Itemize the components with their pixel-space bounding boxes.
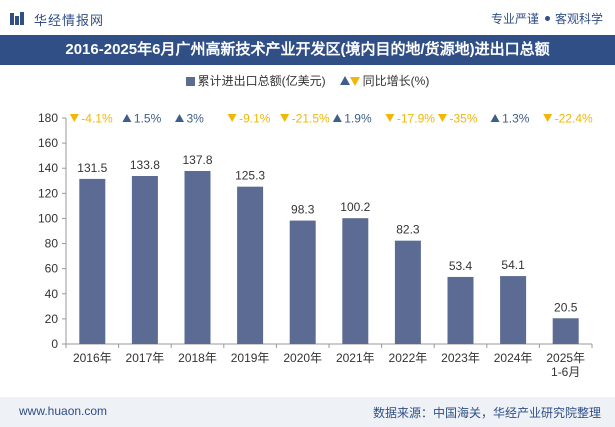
footer: www.huaon.com 数据来源：中国海关，华经产业研究院整理 xyxy=(0,397,615,427)
bar-value-label: 131.5 xyxy=(77,161,107,175)
growth-label: -9.1% xyxy=(239,112,271,126)
brand-logo-icon xyxy=(10,12,24,25)
x-tick-label: 1-6月 xyxy=(551,365,580,379)
bar-value-label: 82.3 xyxy=(396,223,420,237)
x-tick-label: 2022年 xyxy=(389,351,428,365)
bar xyxy=(552,318,579,344)
bar xyxy=(79,178,106,344)
x-tick-label: 2017年 xyxy=(126,351,165,365)
growth-label: -35% xyxy=(450,112,478,126)
y-tick-label: 20 xyxy=(45,312,59,326)
growth-label: -17.9% xyxy=(397,112,435,126)
bar-value-label: 137.8 xyxy=(182,153,212,167)
bar-value-label: 20.5 xyxy=(554,300,578,314)
x-tick-label: 2020年 xyxy=(283,351,322,365)
growth-up-triangle-icon xyxy=(122,114,132,122)
bar xyxy=(289,220,316,344)
bar-value-label: 125.3 xyxy=(235,169,265,183)
x-tick-label: 2016年 xyxy=(73,351,112,365)
brand-name: 华经情报网 xyxy=(34,13,105,28)
legend-bar-swatch-icon xyxy=(185,77,195,86)
bar xyxy=(184,170,211,344)
growth-label: 1.3% xyxy=(502,112,530,126)
y-tick-label: 80 xyxy=(45,237,59,251)
bar-value-label: 133.8 xyxy=(130,158,160,172)
x-tick-label: 2019年 xyxy=(231,351,270,365)
tagline-left: 专业严谨 xyxy=(490,12,539,26)
y-tick-label: 60 xyxy=(45,262,59,276)
y-tick-label: 180 xyxy=(38,111,58,125)
growth-label: -21.5% xyxy=(292,112,330,126)
y-tick-label: 120 xyxy=(38,186,58,200)
y-tick-label: 100 xyxy=(38,211,58,225)
x-tick-label: 2023年 xyxy=(441,351,480,365)
growth-label: 1.5% xyxy=(134,112,162,126)
growth-label: -22.4% xyxy=(555,112,593,126)
growth-label: 1.9% xyxy=(344,112,372,126)
legend-bar-label: 累计进出口总额(亿美元) xyxy=(197,74,326,88)
bar-chart: 0 20 40 60 80 100 120 140 160 180 131.5 2016年 -4.1% 1… xyxy=(38,111,593,379)
bar xyxy=(342,218,369,344)
tagline: 专业严谨 客观科学 xyxy=(491,10,603,27)
growth-up-triangle-icon xyxy=(175,114,184,122)
bar-value-label: 98.3 xyxy=(291,203,315,217)
tagline-right: 客观科学 xyxy=(554,12,603,26)
x-tick-label: 2018年 xyxy=(178,351,217,365)
bar xyxy=(131,176,158,344)
chart-legend: 累计进出口总额(亿美元) 同比增长(%) xyxy=(0,72,615,89)
growth-label: -4.1% xyxy=(81,112,113,126)
chart-title: 2016-2025年6月广州高新技术产业开发区(境内目的地/货源地)进出口总额 xyxy=(0,35,615,65)
bar xyxy=(500,276,527,344)
growth-down-triangle-icon xyxy=(438,114,447,122)
y-tick-label: 0 xyxy=(51,337,58,351)
x-tick-label: 2025年 xyxy=(546,351,585,365)
y-tick-label: 160 xyxy=(38,136,58,150)
legend-growth-label: 同比增长(%) xyxy=(362,74,430,88)
growth-down-triangle-icon xyxy=(543,114,553,122)
y-tick-label: 40 xyxy=(45,287,59,301)
growth-down-triangle-icon xyxy=(227,114,237,122)
bar xyxy=(447,276,474,344)
x-tick-label: 2021年 xyxy=(336,351,375,365)
growth-up-triangle-icon xyxy=(490,114,500,122)
bar-value-label: 54.1 xyxy=(501,258,525,272)
top-bar: 华经情报网 专业严谨 客观科学 xyxy=(0,0,615,34)
footer-source: 数据来源：中国海关，华经产业研究院整理 xyxy=(372,406,601,420)
bar-value-label: 53.4 xyxy=(449,259,473,273)
bar xyxy=(394,240,421,344)
bar xyxy=(237,186,264,344)
legend-up-triangle-icon xyxy=(339,76,350,85)
growth-down-triangle-icon xyxy=(385,114,395,122)
x-tick-label: 2024年 xyxy=(494,351,533,365)
growth-up-triangle-icon xyxy=(332,114,342,122)
growth-down-triangle-icon xyxy=(280,114,290,122)
y-tick-label: 140 xyxy=(38,161,58,175)
growth-down-triangle-icon xyxy=(69,114,79,122)
footer-url[interactable]: www.huaon.com xyxy=(19,404,108,418)
growth-label: 3% xyxy=(187,112,205,126)
tagline-dot-icon xyxy=(544,16,550,22)
legend-down-triangle-icon xyxy=(349,77,360,86)
bar-value-label: 100.2 xyxy=(340,200,370,214)
